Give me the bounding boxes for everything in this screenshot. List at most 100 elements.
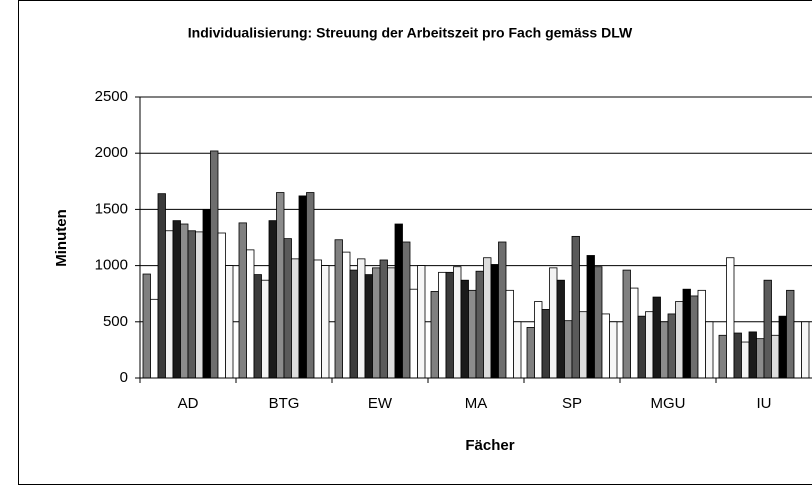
bar bbox=[601, 313, 610, 379]
bar bbox=[645, 311, 654, 379]
bar bbox=[513, 321, 522, 379]
chart-title: Individualisierung: Streuung der Arbeits… bbox=[188, 25, 633, 41]
x-tick-label: MA bbox=[465, 395, 488, 412]
bar bbox=[298, 195, 307, 379]
bar bbox=[682, 288, 691, 379]
bar bbox=[652, 296, 661, 379]
x-tick-label: AD bbox=[178, 395, 199, 412]
bar bbox=[195, 231, 204, 379]
bar bbox=[793, 321, 802, 379]
chart-frame bbox=[18, 0, 812, 485]
x-tick-label: EW bbox=[368, 395, 393, 412]
bar bbox=[526, 327, 535, 379]
bar bbox=[564, 320, 573, 379]
y-tick-label: 2500 bbox=[95, 88, 128, 105]
bar bbox=[771, 334, 780, 379]
bar bbox=[210, 150, 219, 379]
bar bbox=[763, 279, 772, 379]
y-axis-label: Minuten bbox=[53, 209, 70, 267]
bar bbox=[394, 223, 403, 379]
bar bbox=[445, 271, 454, 379]
bar bbox=[637, 315, 646, 379]
bar bbox=[217, 232, 226, 379]
bar bbox=[313, 259, 322, 379]
bar bbox=[622, 269, 631, 379]
bar bbox=[549, 267, 558, 379]
bar bbox=[276, 192, 285, 379]
x-tick-label: BTG bbox=[269, 395, 300, 412]
x-tick-label: MGU bbox=[651, 395, 686, 412]
bar bbox=[165, 230, 174, 379]
bar bbox=[253, 274, 262, 379]
bar bbox=[268, 220, 277, 379]
bar bbox=[490, 264, 499, 379]
bar bbox=[579, 311, 588, 379]
bar bbox=[460, 279, 469, 379]
bar bbox=[238, 222, 247, 379]
bar bbox=[586, 255, 595, 379]
bar bbox=[150, 298, 159, 379]
bar bbox=[334, 239, 343, 379]
y-tick-label: 500 bbox=[103, 313, 128, 330]
bar bbox=[379, 259, 388, 379]
bar bbox=[417, 265, 426, 379]
x-tick-label: SP bbox=[562, 395, 582, 412]
bar bbox=[306, 192, 315, 379]
bar bbox=[756, 338, 765, 379]
x-tick-label: IU bbox=[757, 395, 772, 412]
bar bbox=[534, 301, 543, 379]
bar bbox=[498, 241, 507, 379]
bar bbox=[430, 291, 439, 379]
bar bbox=[541, 309, 550, 379]
bar bbox=[438, 271, 447, 379]
bar bbox=[349, 269, 358, 379]
bar bbox=[718, 334, 727, 379]
bar bbox=[157, 193, 166, 379]
bar bbox=[630, 287, 639, 379]
bar bbox=[246, 249, 255, 379]
y-tick-label: 1500 bbox=[95, 200, 128, 217]
bar bbox=[505, 289, 514, 379]
bar bbox=[261, 279, 270, 379]
bar bbox=[202, 208, 211, 379]
bar bbox=[741, 341, 750, 379]
bar bbox=[609, 321, 618, 379]
bar bbox=[453, 266, 462, 379]
bar bbox=[697, 289, 706, 379]
bar bbox=[342, 251, 351, 379]
y-tick-label: 1000 bbox=[95, 257, 128, 274]
bar bbox=[733, 332, 742, 379]
bar bbox=[409, 288, 418, 379]
bar bbox=[387, 267, 396, 379]
y-tick-label: 0 bbox=[120, 369, 128, 386]
bar bbox=[364, 274, 373, 379]
bar bbox=[675, 301, 684, 379]
bar bbox=[667, 313, 676, 379]
y-tick-label: 2000 bbox=[95, 144, 128, 161]
x-axis-label: Fächer bbox=[465, 437, 514, 454]
bar bbox=[690, 295, 699, 379]
bar bbox=[483, 257, 492, 379]
bar bbox=[786, 289, 795, 379]
bar bbox=[321, 265, 330, 379]
bar bbox=[468, 289, 477, 379]
bar bbox=[556, 279, 565, 379]
bar bbox=[225, 265, 234, 379]
bar bbox=[726, 257, 735, 379]
bar bbox=[748, 331, 757, 379]
bar bbox=[357, 258, 366, 379]
bar bbox=[594, 266, 603, 379]
bar bbox=[475, 270, 484, 379]
bar bbox=[187, 230, 196, 379]
bar bbox=[172, 220, 181, 379]
bar bbox=[571, 235, 580, 379]
bar bbox=[180, 223, 189, 379]
bar bbox=[142, 273, 151, 379]
bar bbox=[801, 321, 810, 379]
bar bbox=[660, 321, 669, 379]
bar bbox=[372, 267, 381, 379]
bar bbox=[778, 315, 787, 379]
bar bbox=[402, 241, 411, 379]
bar bbox=[291, 258, 300, 379]
